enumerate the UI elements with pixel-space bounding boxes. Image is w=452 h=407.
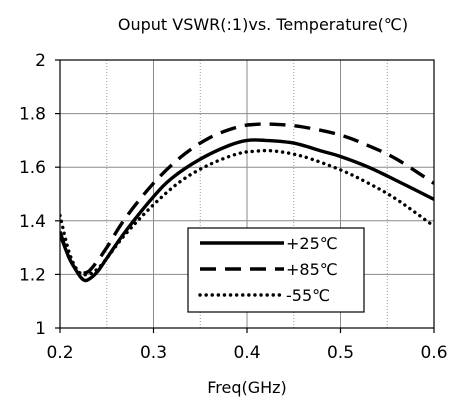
tick-marks (55, 59, 435, 333)
x-axis-title: Freq(GHz) (207, 378, 287, 397)
x-tick-label: 0.4 (233, 343, 260, 363)
chart-title: Ouput VSWR(:1)vs. Temperature(℃) (118, 15, 408, 34)
legend-label-plus25: +25℃ (286, 234, 338, 253)
series-line-minus55 (60, 148, 434, 277)
series-line-plus85 (60, 122, 434, 275)
x-tick-label: 0.2 (46, 343, 73, 363)
legend-label-minus55: -55℃ (286, 286, 330, 305)
grid-layer (60, 60, 434, 328)
y-tick-labels: 1 1.2 1.4 1.6 1.8 2 (19, 51, 46, 339)
x-tick-labels: 0.2 0.3 0.4 0.5 0.6 (46, 343, 447, 363)
series-line-plus25 (60, 138, 434, 283)
y-tick-label: 1.6 (19, 158, 46, 178)
x-tick-label: 0.6 (420, 343, 447, 363)
series-layer (60, 122, 434, 283)
x-tick-label: 0.3 (140, 343, 167, 363)
y-tick-label: 1.4 (19, 212, 46, 232)
y-tick-label: 2 (35, 51, 46, 71)
y-tick-label: 1 (35, 319, 46, 339)
y-tick-label: 1.8 (19, 105, 46, 125)
y-tick-label: 1.2 (19, 265, 46, 285)
x-tick-label: 0.5 (327, 343, 354, 363)
legend: +25℃ +85℃ -55℃ (187, 227, 365, 313)
legend-label-plus85: +85℃ (286, 260, 338, 279)
